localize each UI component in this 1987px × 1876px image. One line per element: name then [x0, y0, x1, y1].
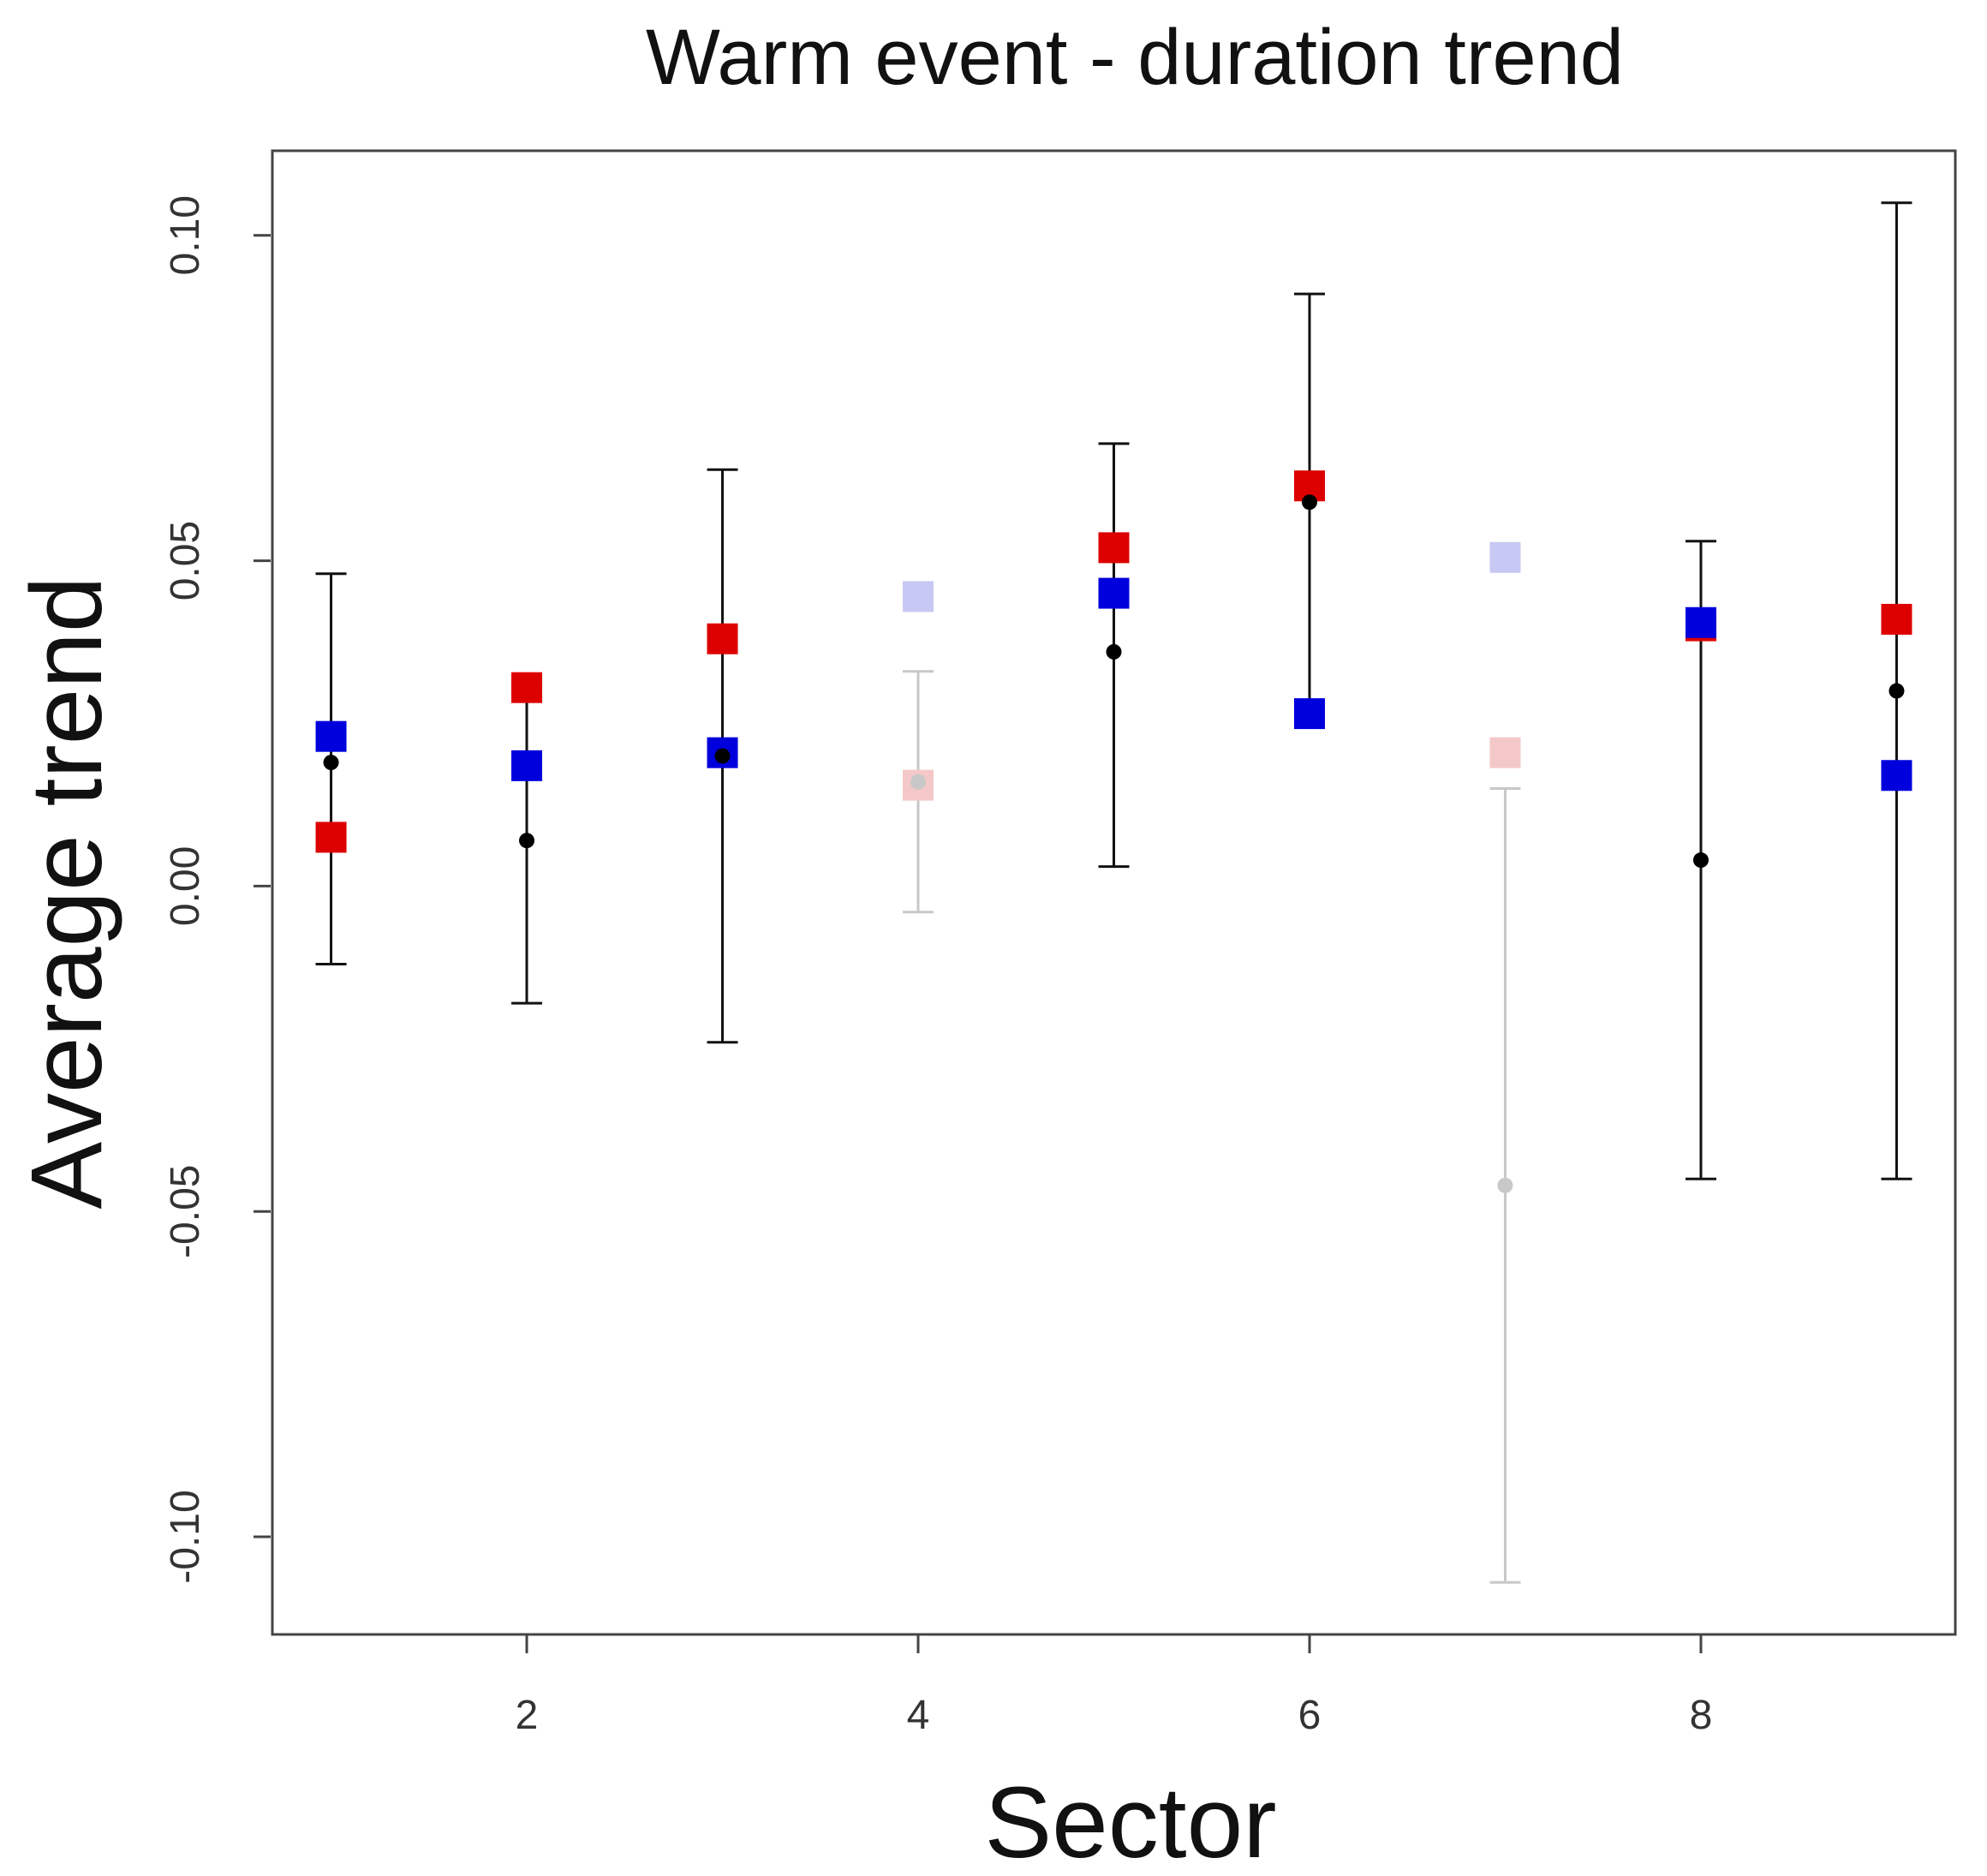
mean-point: [1497, 1177, 1513, 1193]
plot-frame: [271, 149, 1957, 1636]
y-tick-label: -0.10: [163, 1490, 208, 1583]
x-tick-label: 4: [907, 1693, 930, 1738]
mean-point: [323, 755, 339, 771]
y-axis-label: Average trend: [10, 576, 123, 1209]
chart-title: Warm event - duration trend: [646, 14, 1624, 101]
blue-square-marker: [1489, 541, 1521, 573]
x-axis: 2 4 6 8: [516, 1634, 1713, 1738]
red-square-marker: [1098, 532, 1130, 564]
blue-square-marker: [1098, 577, 1130, 609]
mean-point: [1692, 852, 1709, 869]
y-tick-label: -0.05: [163, 1165, 208, 1258]
blue-square-marker: [1881, 760, 1912, 792]
red-square-marker: [707, 623, 738, 654]
mean-point: [1889, 683, 1905, 699]
blue-square-marker: [315, 720, 347, 752]
blue-square-marker: [903, 581, 934, 612]
blue-square-marker: [511, 750, 543, 781]
x-axis-label: Sector: [984, 1766, 1276, 1876]
mean-point: [1106, 643, 1122, 660]
mean-point: [714, 748, 731, 764]
mean-point: [519, 833, 535, 849]
x-tick-label: 2: [516, 1693, 539, 1738]
red-square-marker: [315, 821, 347, 853]
red-square-marker: [511, 672, 543, 703]
y-axis: 0.10 0.05 0.00 -0.05 -0.10: [163, 195, 271, 1584]
red-square-marker: [1881, 603, 1912, 635]
plot-marks: [315, 201, 1912, 1584]
blue-square-marker: [1293, 698, 1325, 730]
y-tick-label: 0.00: [163, 846, 208, 926]
mean-point: [910, 774, 927, 790]
red-square-marker: [1489, 737, 1521, 768]
x-tick-label: 6: [1298, 1693, 1322, 1738]
y-tick-label: 0.05: [163, 521, 208, 600]
y-tick-label: 0.10: [163, 195, 208, 275]
mean-point: [1301, 494, 1317, 511]
blue-square-marker: [1685, 606, 1716, 638]
x-tick-label: 8: [1690, 1693, 1713, 1738]
